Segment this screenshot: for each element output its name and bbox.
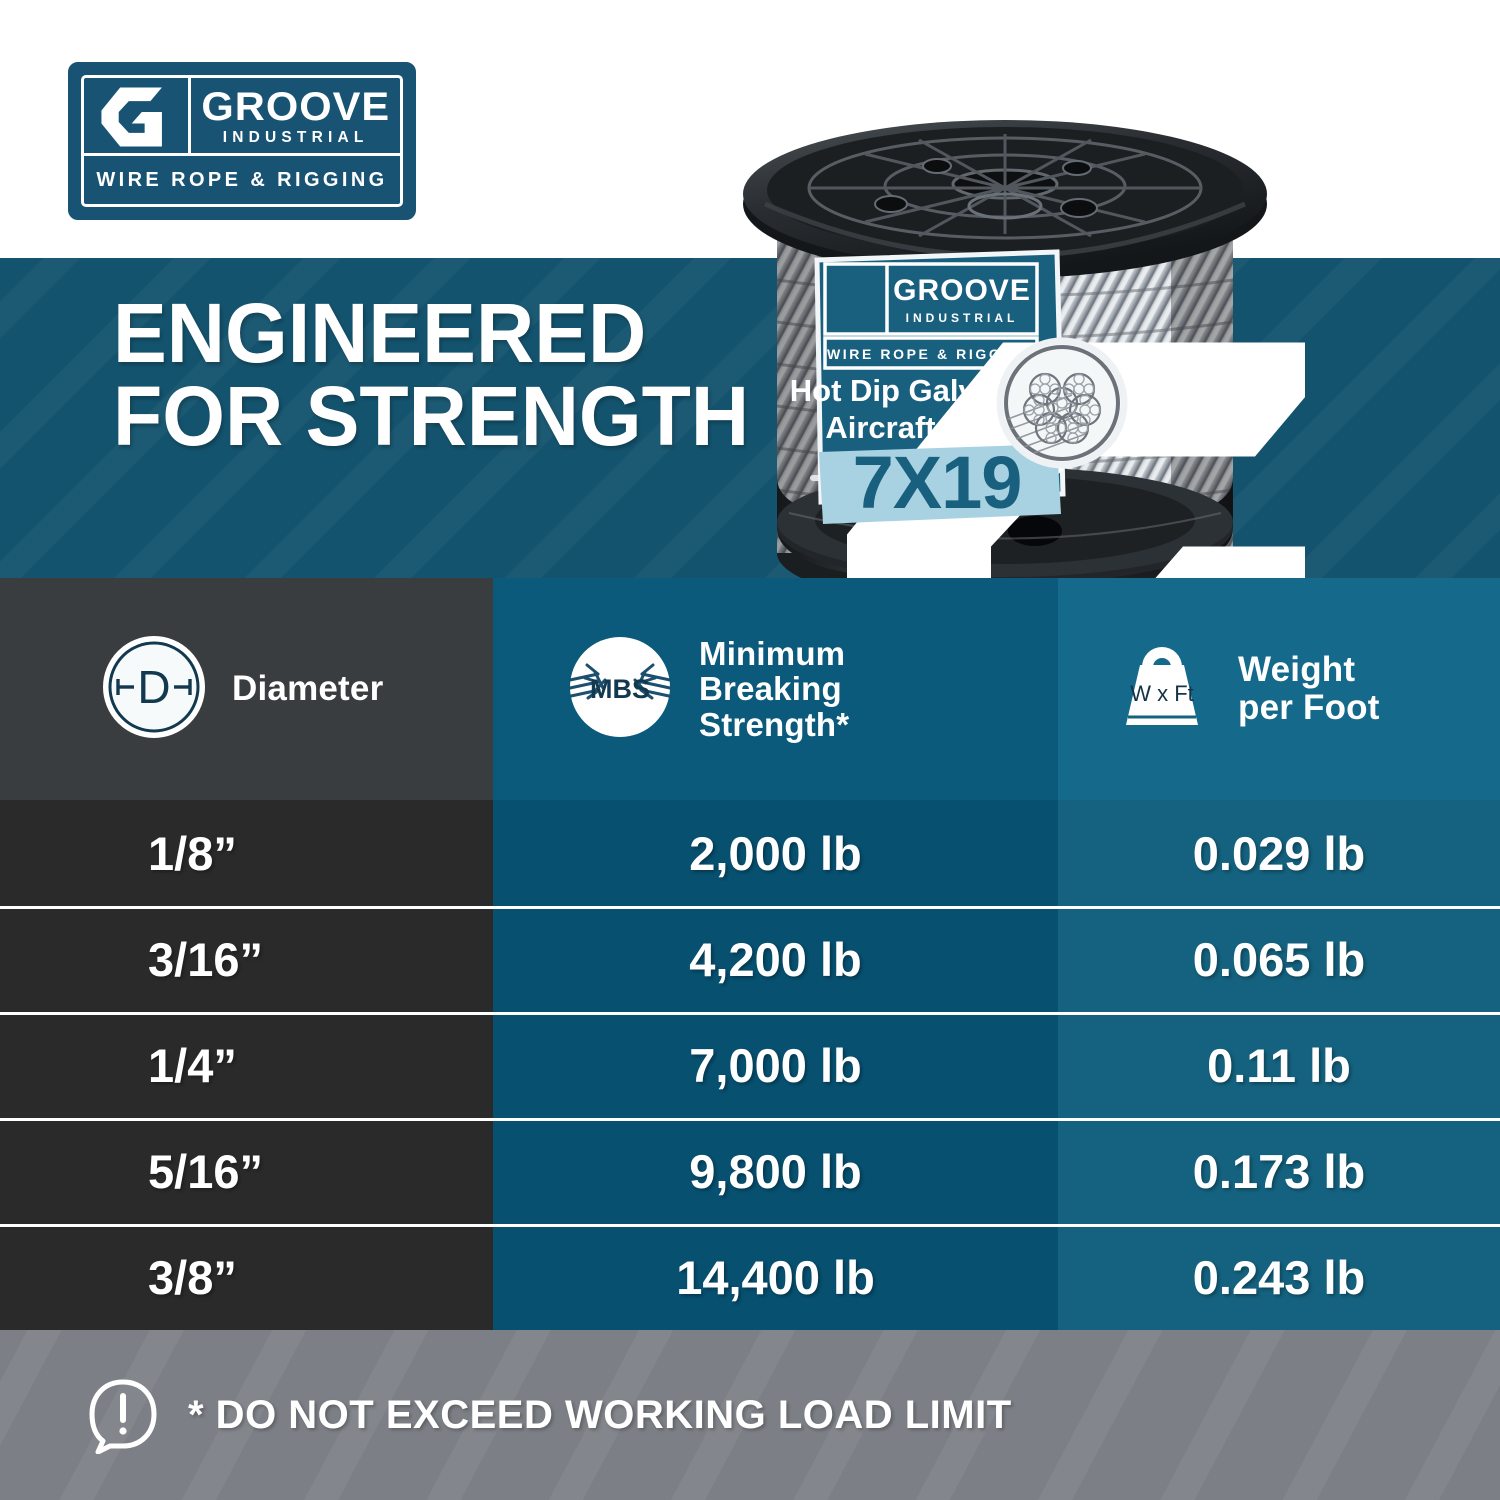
svg-text:INDUSTRIAL: INDUSTRIAL [906, 311, 1019, 325]
footer-content: * DO NOT EXCEED WORKING LOAD LIMIT [84, 1330, 1012, 1500]
table-row: 3/16” 4,200 lb 0.065 lb [0, 906, 1500, 1012]
table-row: 1/8” 2,000 lb 0.029 lb [0, 800, 1500, 906]
svg-text:WIRE ROPE & RIGGING: WIRE ROPE & RIGGING [827, 346, 1035, 362]
hero-banner: ENGINEERED FOR STRENGTH [0, 258, 1500, 580]
cell-mbs: 4,200 lb [689, 932, 862, 986]
row-divider [0, 1224, 1500, 1227]
spec-table: D Diameter [0, 578, 1500, 1330]
table-row: 1/4” 7,000 lb 0.11 lb [0, 1012, 1500, 1118]
row-divider [0, 1012, 1500, 1015]
cell-diameter: 1/8” [148, 826, 237, 880]
logo-tagline: WIRE ROPE & RIGGING [96, 168, 388, 191]
cell-weight: 0.065 lb [1192, 932, 1366, 986]
cell-weight: 0.029 lb [1192, 826, 1366, 880]
table-row: 5/16” 9,800 lb 0.173 lb [0, 1118, 1500, 1224]
cell-weight: 0.173 lb [1192, 1144, 1366, 1198]
headline-line-2: FOR STRENGTH [113, 369, 750, 464]
cell-mbs: 14,400 lb [676, 1250, 875, 1304]
logo-brand-sub: INDUSTRIAL [222, 128, 369, 146]
product-spool-image: GROOVE INDUSTRIAL WIRE ROPE & RIGGING Ho… [705, 8, 1305, 633]
cell-weight: 0.243 lb [1192, 1250, 1366, 1304]
column-mbs-header-bg [493, 578, 1058, 800]
table-body: 1/8” 2,000 lb 0.029 lb 3/16” 4,200 lb 0.… [0, 800, 1500, 1330]
logo-inner-frame: GROOVE INDUSTRIAL WIRE ROPE & RIGGING [81, 75, 403, 207]
row-divider [0, 906, 1500, 909]
footer-diagonal-stripes [0, 1330, 1500, 1500]
cell-diameter: 5/16” [148, 1144, 263, 1198]
column-weight-header-bg [1058, 578, 1500, 800]
column-diameter [0, 578, 493, 1330]
logo-brand-name: GROOVE [201, 84, 391, 129]
headline-line-1: ENGINEERED [113, 286, 647, 380]
cell-diameter: 3/16” [148, 932, 263, 986]
cell-mbs: 7,000 lb [689, 1038, 862, 1092]
svg-text:7X19: 7X19 [853, 441, 1022, 524]
spool-top-flange [743, 120, 1267, 278]
page-title: ENGINEERED FOR STRENGTH [113, 291, 749, 458]
row-divider [0, 1118, 1500, 1121]
column-diameter-header-bg [0, 578, 493, 800]
cell-diameter: 3/8” [148, 1250, 237, 1304]
footer-warning-bar: * DO NOT EXCEED WORKING LOAD LIMIT [0, 1330, 1500, 1500]
cell-diameter: 1/4” [148, 1038, 237, 1092]
footer-warning-text: * DO NOT EXCEED WORKING LOAD LIMIT [188, 1392, 1012, 1437]
svg-text:GROOVE: GROOVE [893, 274, 1031, 307]
logo-wordmark: GROOVE INDUSTRIAL [191, 78, 400, 156]
hero-diagonal-stripes [0, 258, 1500, 580]
brand-logo: GROOVE INDUSTRIAL WIRE ROPE & RIGGING [68, 62, 416, 220]
cell-mbs: 2,000 lb [689, 826, 862, 880]
logo-top-row: GROOVE INDUSTRIAL [84, 78, 400, 157]
svg-text:Aircraft Cable: Aircraft Cable [825, 410, 1028, 445]
logo-tagline-row: WIRE ROPE & RIGGING [84, 153, 400, 204]
exclamation-bubble-icon [84, 1376, 162, 1454]
cell-weight: 0.11 lb [1207, 1038, 1351, 1092]
column-weight [1058, 578, 1500, 1330]
groove-g-icon [84, 78, 192, 157]
cell-mbs: 9,800 lb [689, 1144, 862, 1198]
table-row: 3/8” 14,400 lb 0.243 lb [0, 1224, 1500, 1330]
cable-cross-section-badge [996, 337, 1128, 469]
